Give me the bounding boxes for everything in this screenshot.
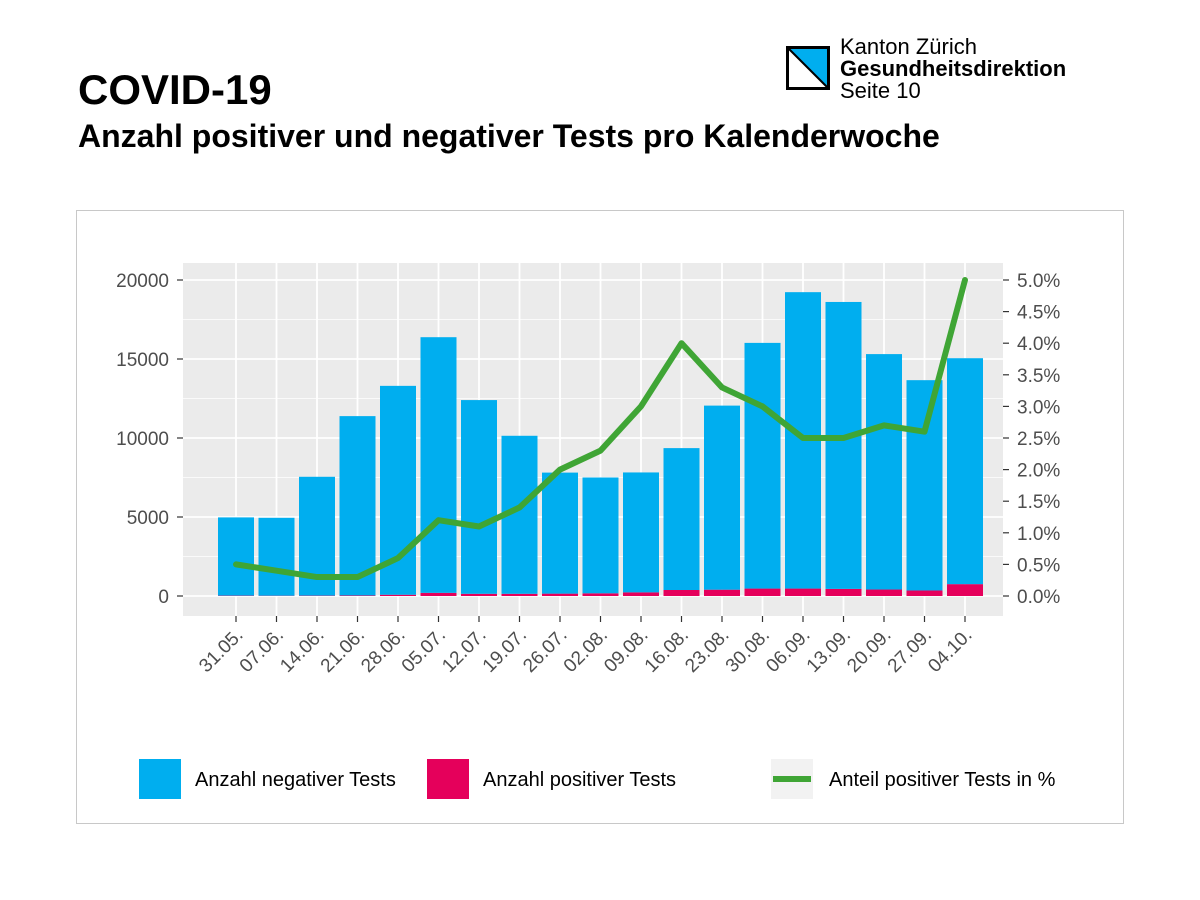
x-tick-label: 28.06. [357, 625, 409, 677]
x-tick-label: 23.08. [681, 625, 733, 677]
y-right-tick-label: 2.5% [1017, 429, 1060, 450]
x-tick-label: 27.09. [884, 625, 936, 677]
bar-negative [825, 301, 862, 589]
y-right-tick-label: 1.5% [1017, 492, 1060, 513]
x-tick-label: 02.08. [560, 625, 612, 677]
x-tick-label: 31.05. [195, 625, 247, 677]
brand-block: Kanton Zürich Gesundheitsdirektion Seite… [786, 36, 1126, 102]
bar-negative [218, 517, 254, 596]
bar-positive [420, 592, 457, 596]
x-tick-label: 09.08. [600, 625, 652, 677]
bar-positive [461, 593, 497, 596]
y-right-tick-label: 3.5% [1017, 366, 1060, 387]
bar-positive [866, 589, 902, 596]
y-left-tick-label: 20000 [116, 271, 169, 292]
bar-negative [623, 472, 659, 593]
bar-positive [947, 584, 983, 596]
y-right-tick-label: 4.0% [1017, 334, 1060, 355]
y-right-tick-label: 2.0% [1017, 461, 1060, 482]
y-left-tick-label: 10000 [116, 429, 169, 450]
legend-key-positive [427, 759, 469, 799]
bar-negative [542, 472, 578, 594]
x-tick-label: 12.07. [438, 625, 490, 677]
x-tick-label: 13.09. [803, 625, 855, 677]
y-right-tick-label: 0.5% [1017, 555, 1060, 576]
bar-negative [704, 405, 740, 590]
bar-positive [785, 588, 821, 596]
chart-frame: 0 5000 10000 15000 20000 0.0% 0.5% 1.0% 1.5% 2.0%… [76, 210, 1124, 824]
x-tick-label: 19.07. [479, 625, 531, 677]
bar-positive [501, 593, 538, 596]
bar-negative [461, 400, 497, 594]
bar-negative [947, 358, 983, 585]
brand-department: Gesundheitsdirektion [840, 56, 1067, 81]
bar-negative [744, 342, 781, 589]
bar-negative [339, 416, 376, 596]
bar-positive [906, 590, 943, 596]
x-tick-label: 21.06. [317, 625, 369, 677]
legend-label-negative: Anzahl negativer Tests [195, 769, 396, 791]
bar-negative [906, 380, 943, 591]
y-right-tick-label: 1.0% [1017, 524, 1060, 545]
x-tick-label: 30.08. [722, 625, 774, 677]
bar-negative [663, 448, 700, 590]
y-right-tick-label: 5.0% [1017, 271, 1060, 292]
zurich-coat-of-arms-icon [786, 46, 830, 90]
y-right-tick-label: 4.5% [1017, 303, 1060, 324]
x-tick-label: 05.07. [398, 625, 450, 677]
x-tick-label: 04.10. [924, 625, 976, 677]
brand-page: Seite 10 [840, 78, 921, 103]
y-left-tick-label: 5000 [127, 508, 169, 529]
x-tick-label: 14.06. [276, 625, 328, 677]
bar-positive [542, 593, 578, 596]
brand-text: Kanton Zürich Gesundheitsdirektion Seite… [840, 36, 1066, 102]
bar-positive [380, 594, 416, 596]
bar-positive [704, 589, 740, 596]
x-tick-label: 16.08. [641, 625, 693, 677]
legend-label-positive: Anzahl positiver Tests [483, 769, 676, 791]
brand-canton: Kanton Zürich [840, 34, 977, 59]
bar-negative [258, 517, 295, 596]
y-left-tick-label: 15000 [116, 350, 169, 371]
legend-key-negative [139, 759, 181, 799]
bar-negative [582, 477, 619, 594]
x-tick-label: 07.06. [236, 625, 288, 677]
page-subtitle: Anzahl positiver und negativer Tests pro… [78, 118, 940, 154]
x-tick-label: 06.09. [762, 625, 814, 677]
bar-positive [825, 588, 862, 596]
x-tick-label: 20.09. [843, 625, 895, 677]
bar-positive [582, 593, 619, 596]
y-left-tick-label: 0 [158, 587, 169, 608]
bar-negative [420, 337, 457, 593]
bar-positive [623, 592, 659, 596]
bar-positive [744, 588, 781, 596]
bar-positive [663, 589, 700, 596]
bar-positive [339, 595, 376, 596]
y-right-tick-label: 0.0% [1017, 587, 1060, 608]
legend-label-share: Anteil positiver Tests in % [829, 769, 1056, 791]
x-tick-label: 26.07. [519, 625, 571, 677]
page-title: COVID-19 [78, 66, 272, 113]
tests-chart: 0 5000 10000 15000 20000 0.0% 0.5% 1.0% 1.5% 2.0%… [116, 263, 1060, 799]
y-right-tick-label: 3.0% [1017, 397, 1060, 418]
bar-negative [866, 354, 902, 590]
